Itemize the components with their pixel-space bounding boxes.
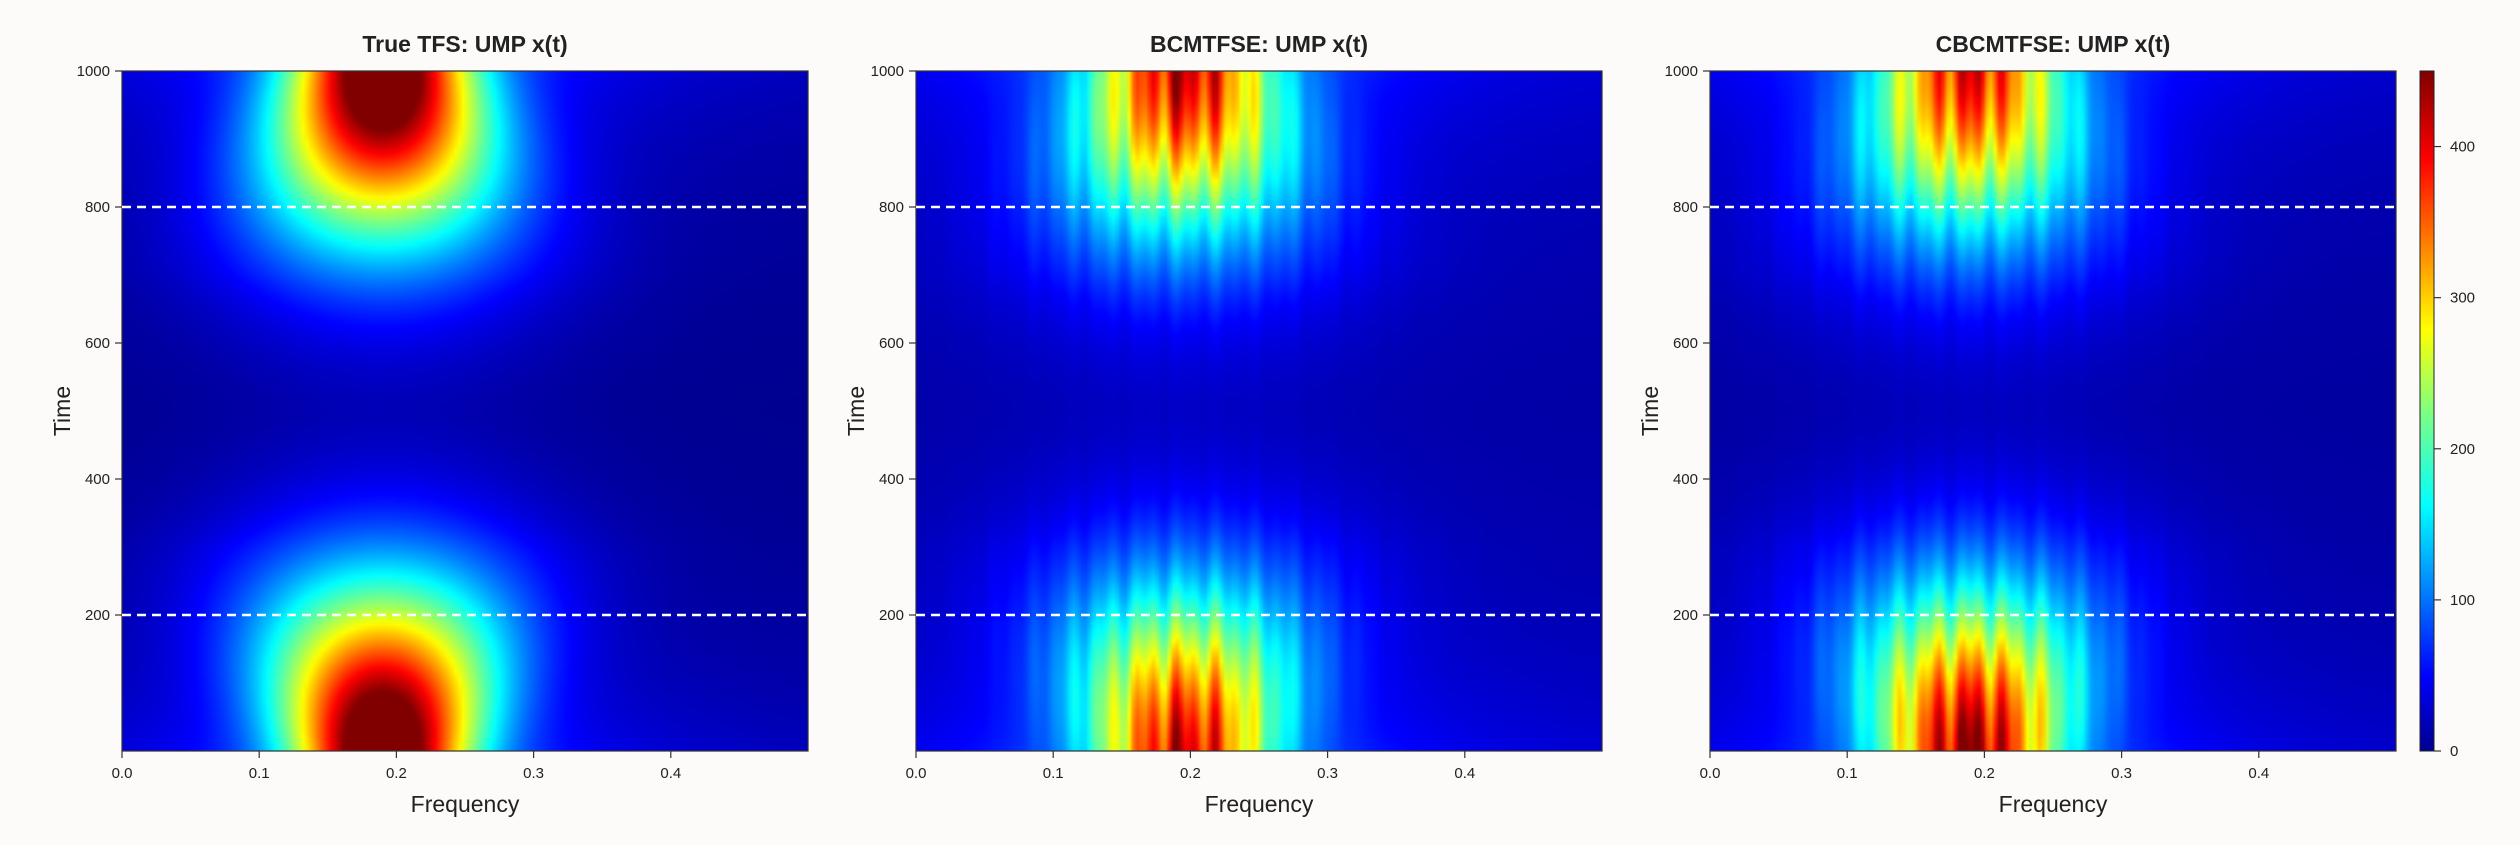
panel-1: True TFS: UMP x(t) Frequency Time 0.0 0.1 0.2… [49,31,809,817]
x-tick-label: 0.2 [386,765,407,782]
heatmap-image [122,71,808,751]
y-tick-label: 1000 [871,63,904,80]
colorbar-ticks: 0 100 200 300 400 [2434,139,2475,760]
plot-frame [121,70,809,752]
x-tick-label: 0.0 [906,765,927,782]
colorbar-tick-label: 400 [2450,139,2475,156]
colorbar: 0 100 200 300 400 [2419,70,2475,760]
panel-title: CBCMTFSE: UMP x(t) [1936,31,2171,57]
y-tick-label: 1000 [1665,63,1698,80]
y-axis-label: Time [49,386,75,436]
panel-title: BCMTFSE: UMP x(t) [1150,31,1368,57]
colorbar-tick-label: 300 [2450,290,2475,307]
y-axis-label: Time [1637,386,1663,436]
heatmap-image [916,71,1602,751]
colorbar-tick-label: 200 [2450,441,2475,458]
y-tick-label: 400 [1673,471,1698,488]
x-axis-label: Frequency [411,791,520,817]
y-tick-label: 600 [85,335,110,352]
x-axis-label: Frequency [1999,791,2108,817]
heatmap-image [1710,71,2396,751]
y-tick-label: 200 [879,607,904,624]
y-tick-label: 200 [1673,607,1698,624]
y-tick-label: 800 [879,199,904,216]
plot-frame [1709,70,2397,752]
panel-3: CBCMTFSE: UMP x(t) Frequency Time 0.0 0.1 0.2… [1637,31,2397,817]
x-tick-label: 0.2 [1180,765,1201,782]
x-tick-label: 0.1 [1043,765,1064,782]
y-tick-label: 600 [879,335,904,352]
y-tick-label: 1000 [77,63,110,80]
y-tick-label: 800 [85,199,110,216]
panel-2: BCMTFSE: UMP x(t) Frequency Time 0.0 0.1 0.2 0… [843,31,1603,817]
x-tick-label: 0.3 [1317,765,1338,782]
y-tick-label: 800 [1673,199,1698,216]
y-tick-label: 400 [879,471,904,488]
x-tick-label: 0.1 [249,765,270,782]
y-tick-label: 200 [85,607,110,624]
x-tick-label: 0.0 [1700,765,1721,782]
x-tick-label: 0.4 [2248,765,2269,782]
x-tick-label: 0.0 [112,765,133,782]
panels: True TFS: UMP x(t) Frequency Time 0.0 0.1 0.2… [49,31,2397,817]
x-axis-label: Frequency [1205,791,1314,817]
y-tick-label: 600 [1673,335,1698,352]
y-tick-label: 400 [85,471,110,488]
y-axis-label: Time [843,386,869,436]
x-tick-label: 0.4 [660,765,681,782]
x-tick-label: 0.2 [1974,765,1995,782]
panel-title: True TFS: UMP x(t) [362,31,567,57]
plot-frame [915,70,1603,752]
colorbar-tick-label: 0 [2450,743,2458,760]
x-tick-label: 0.4 [1454,765,1475,782]
colorbar-tick-label: 100 [2450,592,2475,609]
x-tick-label: 0.1 [1837,765,1858,782]
x-tick-label: 0.3 [2111,765,2132,782]
x-tick-label: 0.3 [523,765,544,782]
colorbar-gradient [2419,70,2435,752]
